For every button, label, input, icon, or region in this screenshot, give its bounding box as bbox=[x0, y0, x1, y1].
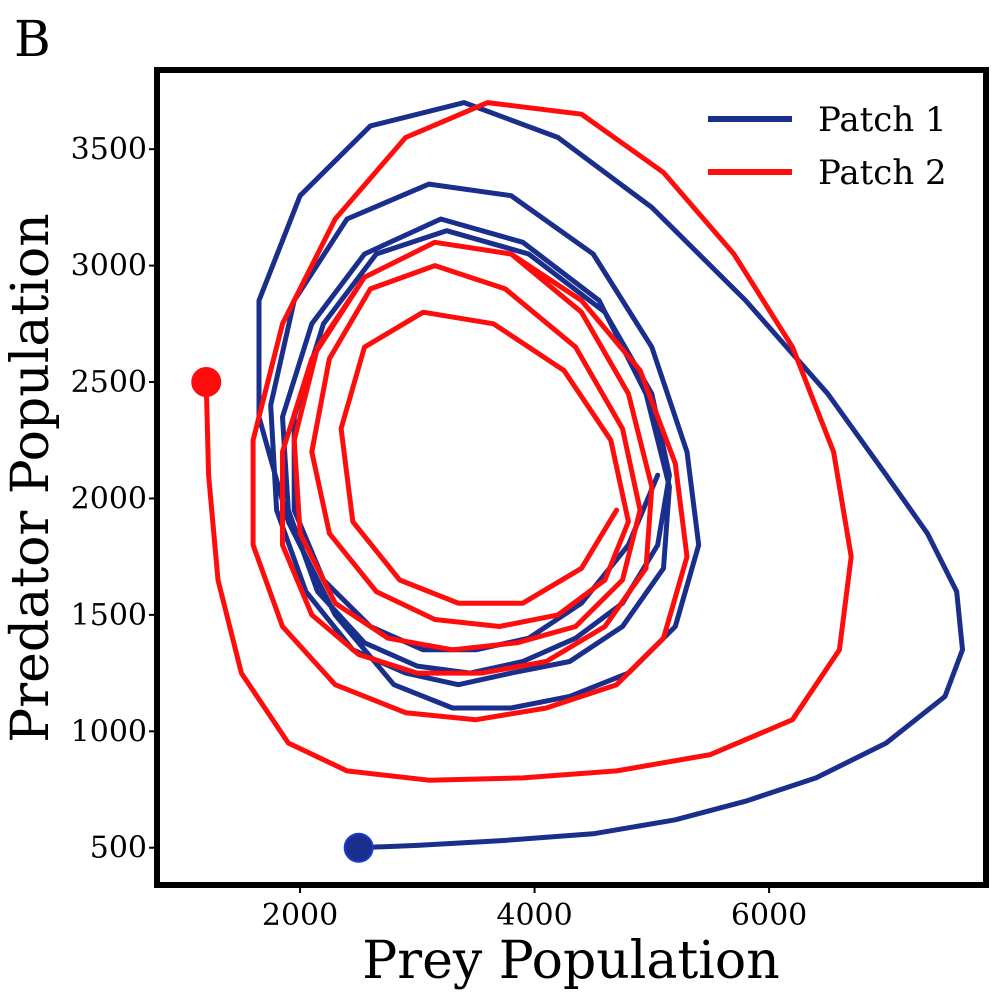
y-tick-label: 2000 bbox=[71, 481, 147, 516]
y-axis-label: Predator Population bbox=[1, 213, 61, 742]
x-tick-label: 4000 bbox=[496, 898, 572, 933]
y-tick-label: 1000 bbox=[71, 714, 147, 749]
ticks-layer: 2000 4000 6000 500 1000 1500 2000 2500 3000 3500 bbox=[71, 132, 808, 933]
y-tick-label: 3500 bbox=[71, 132, 147, 167]
x-tick-label: 6000 bbox=[731, 898, 807, 933]
y-tick-label: 3000 bbox=[71, 249, 147, 284]
start-marker-patch-2 bbox=[191, 367, 222, 398]
y-tick-label: 500 bbox=[90, 831, 147, 866]
x-axis-label: Prey Population bbox=[362, 931, 779, 991]
series-line-patch-2 bbox=[203, 100, 854, 783]
series-layer bbox=[191, 100, 965, 863]
plot-frame bbox=[154, 67, 989, 888]
legend: Patch 1 Patch 2 bbox=[708, 100, 947, 193]
y-tick-label: 2500 bbox=[71, 365, 147, 400]
legend-label-patch-1: Patch 1 bbox=[818, 100, 947, 140]
legend-label-patch-2: Patch 2 bbox=[818, 153, 947, 193]
x-tick-label: 2000 bbox=[262, 898, 338, 933]
panel-label: B bbox=[14, 10, 51, 68]
start-marker-patch-1 bbox=[343, 832, 374, 863]
y-tick-label: 1500 bbox=[71, 598, 147, 633]
series-line-patch-1 bbox=[256, 100, 965, 851]
